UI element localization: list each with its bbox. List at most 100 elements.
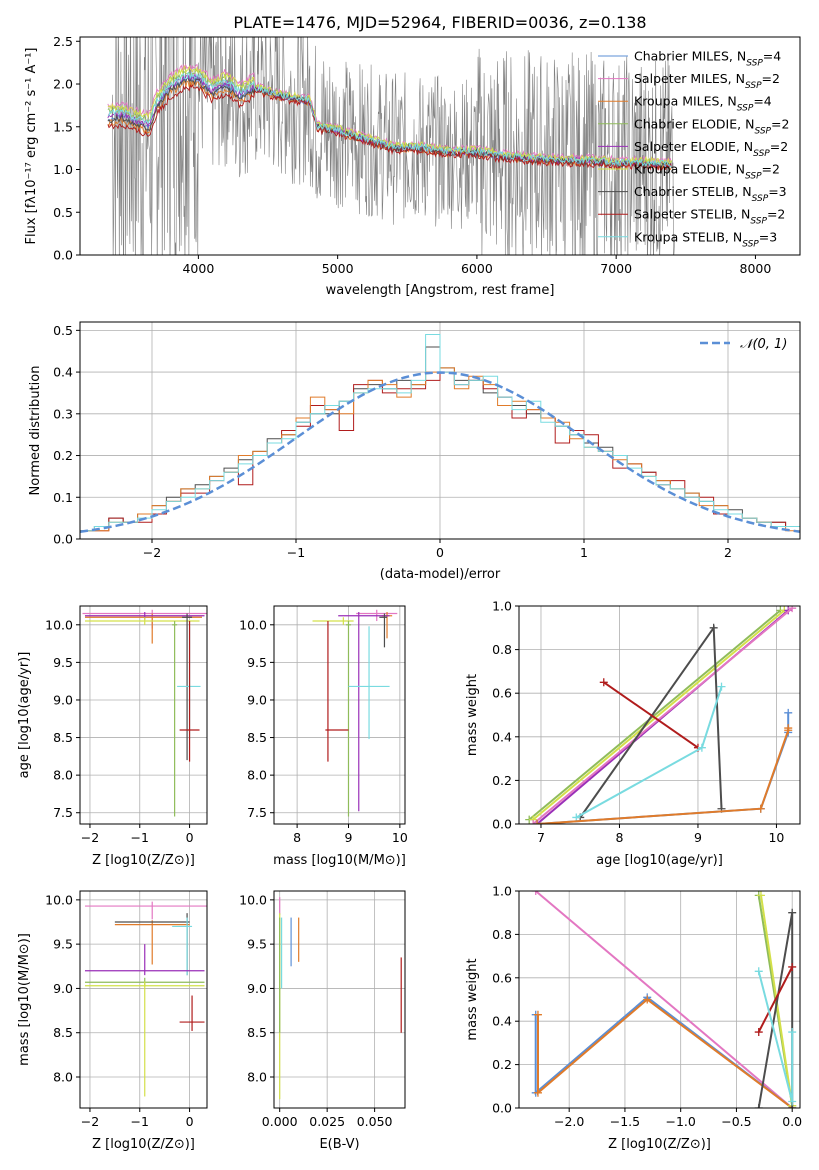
x-tick-label: −1.0 bbox=[666, 1114, 696, 1129]
y-tick-label: 0.0 bbox=[492, 817, 512, 832]
mass-weight-line bbox=[535, 891, 793, 1108]
mass-weight-marker bbox=[533, 820, 542, 824]
axes-frame bbox=[273, 605, 406, 825]
x-tick-label: 7 bbox=[537, 830, 545, 845]
legend-entry-label: Kroupa ELODIE, NSSP=2 bbox=[634, 162, 780, 182]
mass-weight-marker bbox=[697, 743, 706, 752]
charts-container: 4000 5000 6000 7000 80000.00.51.01.52.02.5wa… bbox=[17, 34, 802, 1152]
mass-weight-marker bbox=[754, 1028, 763, 1037]
y-tick-label: 8.0 bbox=[53, 768, 73, 783]
x-axis-label: Z [log10(Z/Z⊙)] bbox=[92, 853, 195, 868]
mass_vs_ebv-panel: 0.000 0.025 0.050 8.0 8.5 9.0 9.5 10.0 E(B-V) bbox=[239, 890, 406, 1152]
age_vs_z-plot-area bbox=[82, 609, 207, 817]
mass-weight-marker bbox=[788, 908, 797, 917]
y-tick-label: 10.0 bbox=[239, 892, 267, 907]
x-axis-label: Z [log10(Z/Z⊙)] bbox=[92, 1137, 195, 1152]
y-tick-label: 0.4 bbox=[492, 1014, 512, 1029]
mass-weight-line bbox=[532, 607, 793, 824]
x-tick-label: 0 bbox=[436, 545, 444, 560]
mass-weight-marker bbox=[756, 804, 765, 813]
mass-weight-marker bbox=[529, 820, 538, 824]
spectrum-panel: 4000 5000 6000 7000 8000 0.0 0.5 1.0 1.5 2.0 2.5 wa… bbox=[24, 34, 801, 298]
x-tick-label: 7000 bbox=[600, 261, 632, 276]
y-tick-label: 9.5 bbox=[247, 937, 267, 952]
mass-weight-marker bbox=[754, 967, 763, 976]
y-tick-label: 9.5 bbox=[53, 937, 73, 952]
x-tick-label: 0.025 bbox=[309, 1114, 345, 1129]
y-tick-label: 0.8 bbox=[492, 927, 512, 942]
y-axis-label: Normed distribution bbox=[28, 366, 43, 496]
x-tick-label: −1 bbox=[131, 830, 149, 845]
y-tick-label: 0.5 bbox=[53, 323, 73, 338]
legend-entry-label: Kroupa STELIB, NSSP=3 bbox=[634, 229, 777, 249]
mass-weight-line bbox=[575, 686, 723, 819]
y-tick-label: 9.0 bbox=[247, 981, 267, 996]
y-tick-label: 7.5 bbox=[247, 805, 267, 820]
axes-frame bbox=[518, 605, 801, 825]
mass_weight_vs_age-plot-area bbox=[525, 606, 797, 824]
y-tick-label: 8.5 bbox=[53, 1025, 73, 1040]
y-tick-label: 0.0 bbox=[53, 532, 73, 547]
x-tick-label: 0.000 bbox=[262, 1114, 298, 1129]
x-tick-label: 10 bbox=[392, 830, 408, 845]
y-tick-label: 7.5 bbox=[53, 805, 73, 820]
mass_weight_vs_z-plot-area bbox=[531, 891, 797, 1108]
y-tick-label: 0.8 bbox=[492, 642, 512, 657]
x-tick-label: −1.5 bbox=[610, 1114, 640, 1129]
observed-spectrum-line bbox=[111, 37, 675, 255]
y-tick-label: 10.0 bbox=[45, 892, 73, 907]
x-tick-label: 0.0 bbox=[782, 1114, 802, 1129]
x-axis-label: (data-model)/error bbox=[380, 567, 501, 582]
x-axis-label: wavelength [Angstrom, rest frame] bbox=[326, 283, 555, 298]
mass-weight-line bbox=[603, 681, 699, 749]
y-axis-label: mass weight bbox=[465, 958, 480, 1040]
y-tick-label: 0.4 bbox=[53, 365, 73, 380]
mass_vs_z-plot-area bbox=[84, 901, 207, 1097]
y-tick-label: 8.5 bbox=[247, 730, 267, 745]
spectrum-plot-area bbox=[107, 37, 675, 255]
y-tick-label: 9.5 bbox=[53, 655, 73, 670]
x-axis-label: E(B-V) bbox=[319, 1137, 359, 1152]
mass-weight-line bbox=[534, 996, 793, 1108]
y-tick-label: 0.6 bbox=[492, 970, 512, 985]
mass-weight-line bbox=[528, 609, 782, 821]
mass-weight-marker bbox=[784, 724, 793, 733]
x-tick-label: 2 bbox=[724, 545, 732, 560]
mass_vs_ebv-plot-area bbox=[279, 897, 402, 1100]
legend-entry-label: Chabrier MILES, NSSP=4 bbox=[634, 49, 781, 69]
axes-frame bbox=[273, 890, 406, 1109]
legend-entry-label: Salpeter ELODIE, NSSP=2 bbox=[634, 139, 788, 159]
y-tick-label: 0.2 bbox=[492, 773, 512, 788]
y-axis-label: mass [log10(M/M⊙)] bbox=[17, 933, 32, 1066]
y-tick-label: 0.6 bbox=[492, 686, 512, 701]
y-axis-label: Flux [fλ10⁻¹⁷ erg cm⁻² s⁻¹ A⁻¹] bbox=[24, 48, 39, 245]
x-tick-label: 9 bbox=[694, 830, 702, 845]
legend-entry-label: Salpeter MILES, NSSP=2 bbox=[634, 71, 780, 91]
age_vs_z-panel: −2 −1 0 7.5 8.0 8.5 9.0 9.5 10.0 Z [log10(Z/Z⊙)] a… bbox=[17, 605, 208, 868]
mass-weight-marker bbox=[572, 813, 581, 822]
x-tick-label: −2.0 bbox=[554, 1114, 584, 1129]
mass-weight-marker bbox=[643, 995, 652, 1004]
y-tick-label: 8.0 bbox=[247, 1070, 267, 1085]
y-tick-label: 8.5 bbox=[53, 730, 73, 745]
y-tick-label: 0.1 bbox=[53, 490, 73, 505]
y-tick-label: 9.0 bbox=[53, 692, 73, 707]
x-tick-label: 0 bbox=[186, 1114, 194, 1129]
y-tick-label: 2.0 bbox=[53, 77, 73, 92]
y-tick-label: 1.5 bbox=[53, 119, 73, 134]
mass-weight-line bbox=[757, 966, 794, 1033]
x-tick-label: −2 bbox=[81, 1114, 99, 1129]
x-tick-label: 9 bbox=[345, 830, 353, 845]
mass-weight-marker bbox=[533, 1088, 542, 1097]
x-tick-label: −2 bbox=[81, 830, 99, 845]
legend-entry-label: Kroupa MILES, NSSP=4 bbox=[634, 94, 772, 114]
mass-weight-marker bbox=[533, 1010, 542, 1019]
legend-entry-label: 𝒩(0, 1) bbox=[740, 337, 787, 352]
mass-weight-marker bbox=[788, 1028, 797, 1037]
x-tick-label: 0.050 bbox=[357, 1114, 393, 1129]
legend-entry-label: Chabrier ELODIE, NSSP=2 bbox=[634, 116, 789, 136]
axes-frame bbox=[79, 36, 801, 256]
mass-weight-marker bbox=[709, 623, 718, 632]
